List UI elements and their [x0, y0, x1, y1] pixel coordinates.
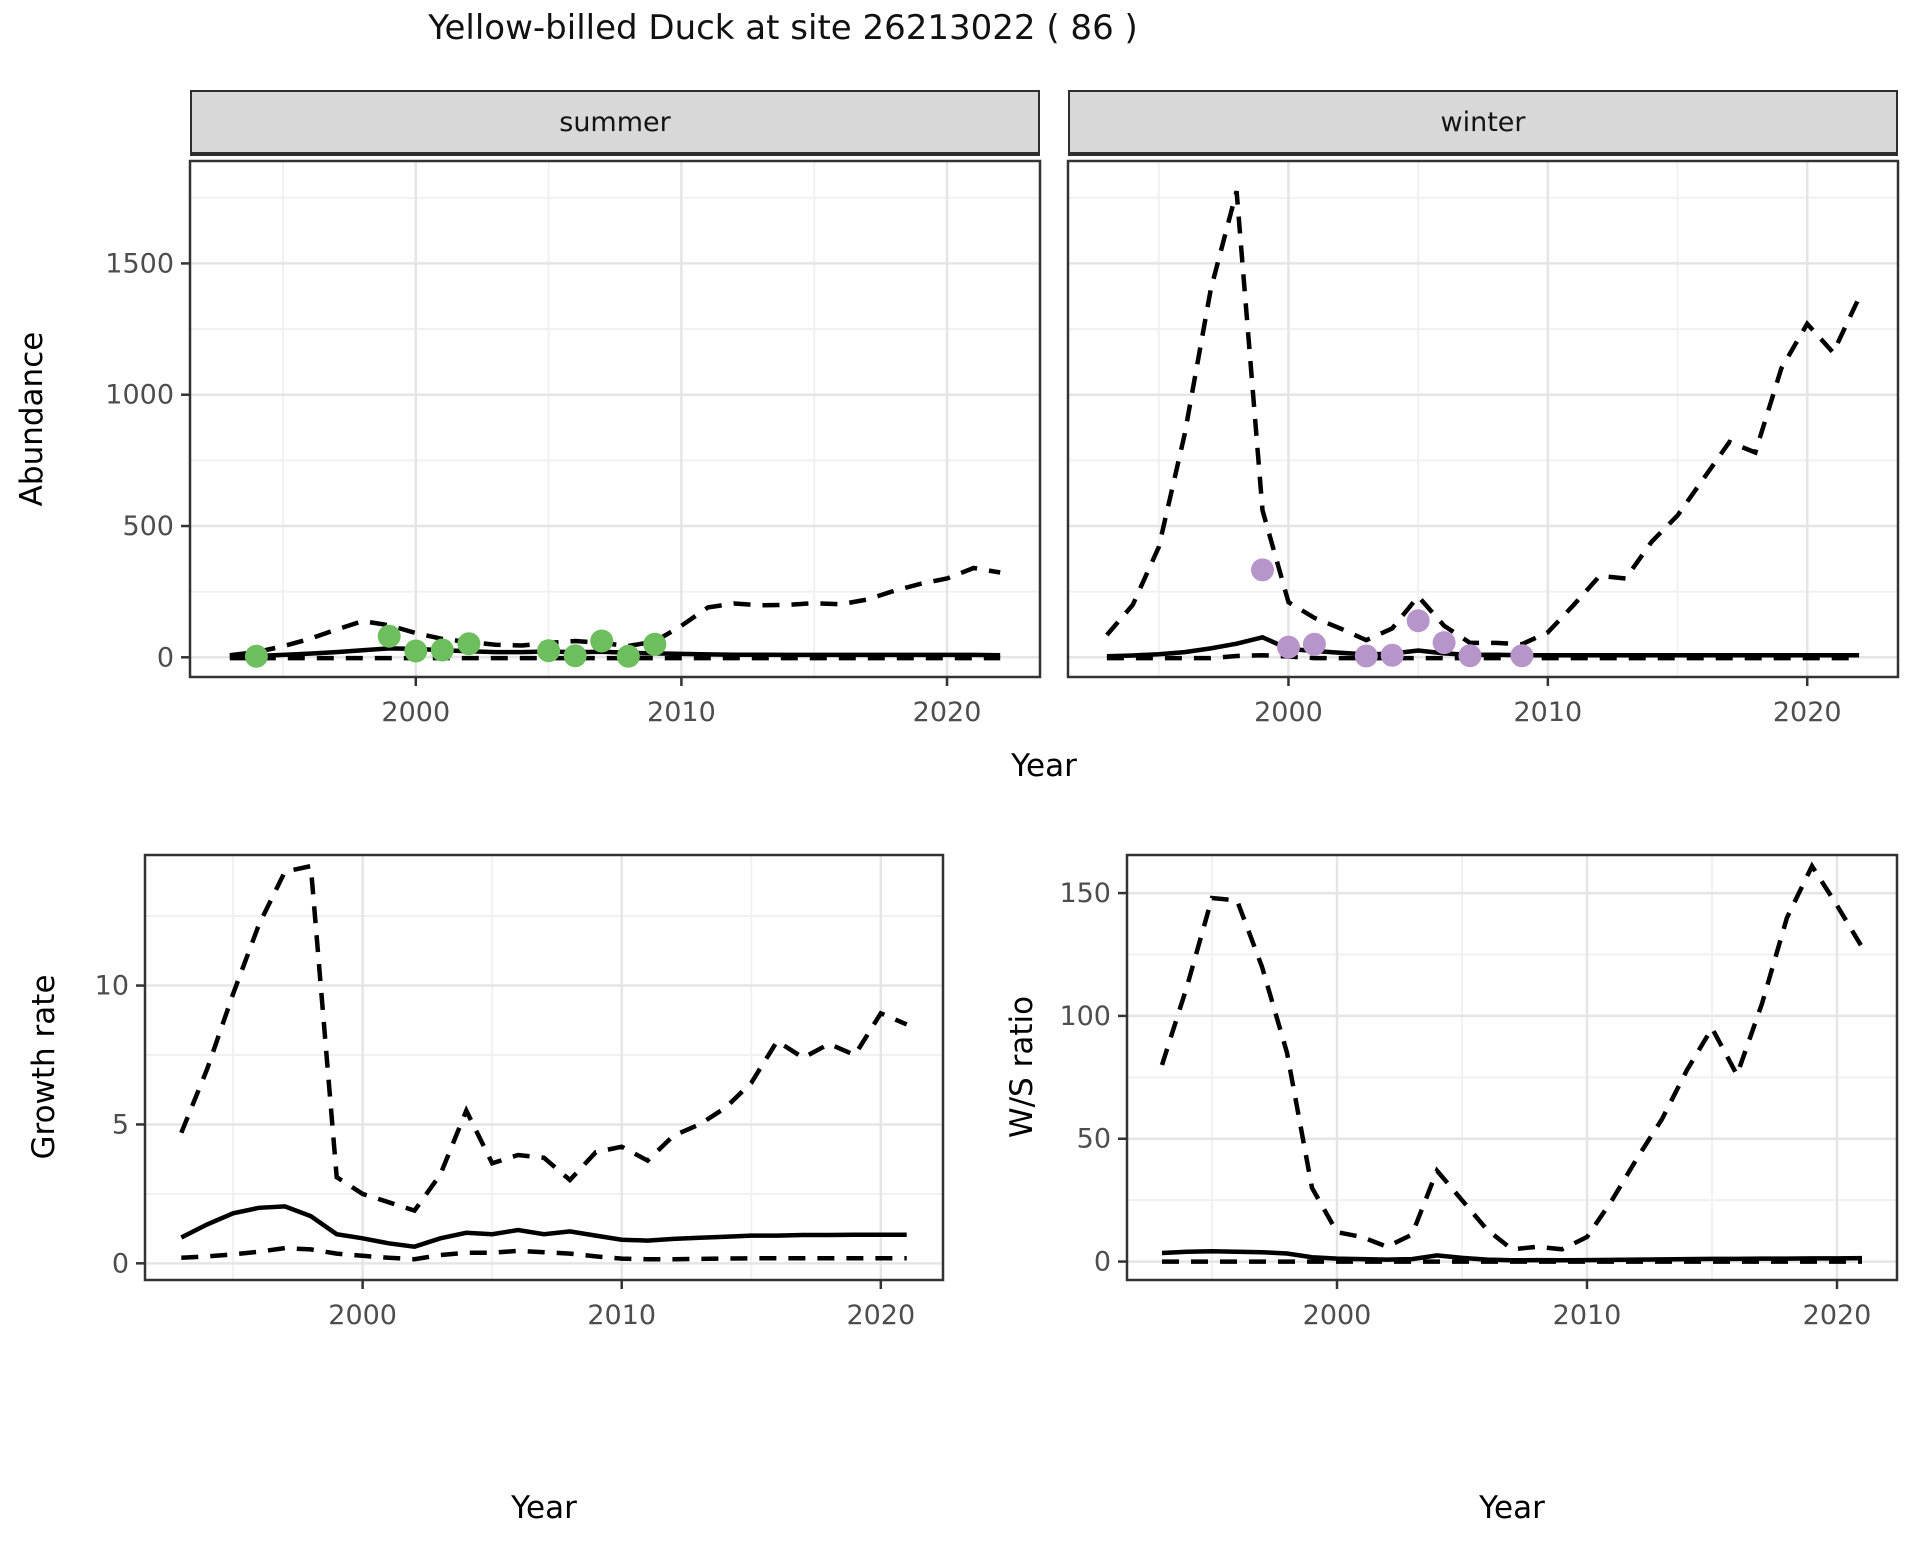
summer-panel-bg: [190, 161, 1040, 677]
growth-x-tick-label: 2000: [328, 1300, 397, 1331]
y-axis-title-growth-rate: Growth rate: [26, 974, 62, 1160]
ws-y-tick-label: 0: [1094, 1247, 1111, 1278]
growth-panel-border: [143, 853, 945, 1282]
growth-x-tick-label: 2020: [846, 1300, 915, 1331]
facet-strip-summer: summer: [190, 90, 1040, 156]
summer-observation-point: [616, 644, 640, 668]
facet-strip-summer-label: summer: [559, 106, 671, 138]
ws-panel-border: [1125, 853, 1899, 1282]
summer-y-tick-label: 500: [122, 511, 174, 542]
summer-x-tick-label: 2020: [913, 697, 982, 728]
summer-observation-point: [430, 638, 454, 662]
winter-observation-point: [1510, 644, 1534, 668]
plot-title: Yellow-billed Duck at site 26213022 ( 86…: [428, 8, 1138, 48]
winter-observation-point: [1354, 644, 1378, 668]
y-axis-title-abundance: Abundance: [14, 331, 50, 507]
winter-x-tick-label: 2010: [1513, 697, 1582, 728]
summer-y-tick-label: 1500: [105, 248, 174, 279]
summer-observation-point: [377, 624, 401, 648]
summer-observation-point: [404, 639, 428, 663]
growth-y-tick-label: 10: [95, 971, 129, 1002]
ws-x-tick-label: 2010: [1553, 1300, 1622, 1331]
winter-observation-point: [1251, 558, 1274, 582]
winter-observation-point: [1380, 643, 1404, 667]
winter-x-tick-label: 2000: [1254, 697, 1323, 728]
ws-x-tick-label: 2000: [1303, 1300, 1372, 1331]
ws-y-tick-label: 50: [1077, 1124, 1111, 1155]
y-axis-title-ws-ratio: W/S ratio: [1004, 995, 1040, 1139]
summer-observation-point: [244, 644, 268, 668]
winter-lower_ci-line: [1106, 652, 1860, 661]
winter-x-tick-label: 2020: [1773, 697, 1842, 728]
summer-y-tick-label: 1000: [105, 380, 174, 411]
summer-observation-point: [563, 644, 587, 668]
growth-median-line: [180, 1204, 907, 1249]
winter-observation-point: [1432, 631, 1456, 655]
winter-median-line: [1106, 634, 1860, 659]
winter-panel-bg: [1068, 161, 1898, 677]
x-axis-title-year-ws: Year: [1479, 1490, 1545, 1526]
ws-y-tick-label: 150: [1059, 878, 1111, 909]
growth-panel-bg: [145, 855, 943, 1280]
ws-upper_ci-line: [1159, 861, 1864, 1252]
winter-upper_ci-line: [1105, 190, 1862, 647]
growth-y-tick-label: 5: [112, 1109, 129, 1140]
summer-observation-point: [590, 629, 614, 653]
ws-x-tick-label: 2020: [1803, 1300, 1872, 1331]
ws-panel-bg: [1127, 855, 1897, 1280]
summer-y-tick-label: 0: [157, 642, 174, 673]
winter-observation-point: [1302, 632, 1326, 656]
summer-x-tick-label: 2000: [381, 697, 450, 728]
winter-observation-point: [1277, 635, 1300, 659]
x-axis-title-year-growth: Year: [511, 1490, 577, 1526]
winter-panel-border: [1066, 159, 1900, 679]
growth-lower_ci-line: [181, 1245, 907, 1262]
summer-upper_ci-line: [229, 565, 1001, 658]
summer-x-tick-label: 2010: [647, 697, 716, 728]
ws-y-tick-label: 100: [1059, 1001, 1111, 1032]
winter-observation-point: [1458, 644, 1482, 668]
summer-panel-border: [188, 159, 1042, 679]
growth-y-tick-label: 0: [112, 1248, 129, 1279]
x-axis-title-year-top: Year: [1011, 748, 1077, 784]
winter-observation-point: [1406, 609, 1430, 633]
summer-median-line: [229, 646, 1001, 659]
facet-strip-winter-label: winter: [1440, 106, 1526, 138]
growth-upper_ci-line: [179, 863, 908, 1214]
growth-x-tick-label: 2010: [587, 1300, 656, 1331]
summer-observation-point: [643, 632, 667, 656]
summer-observation-point: [457, 632, 481, 656]
summer-observation-point: [537, 639, 561, 663]
facet-strip-winter: winter: [1068, 90, 1898, 156]
